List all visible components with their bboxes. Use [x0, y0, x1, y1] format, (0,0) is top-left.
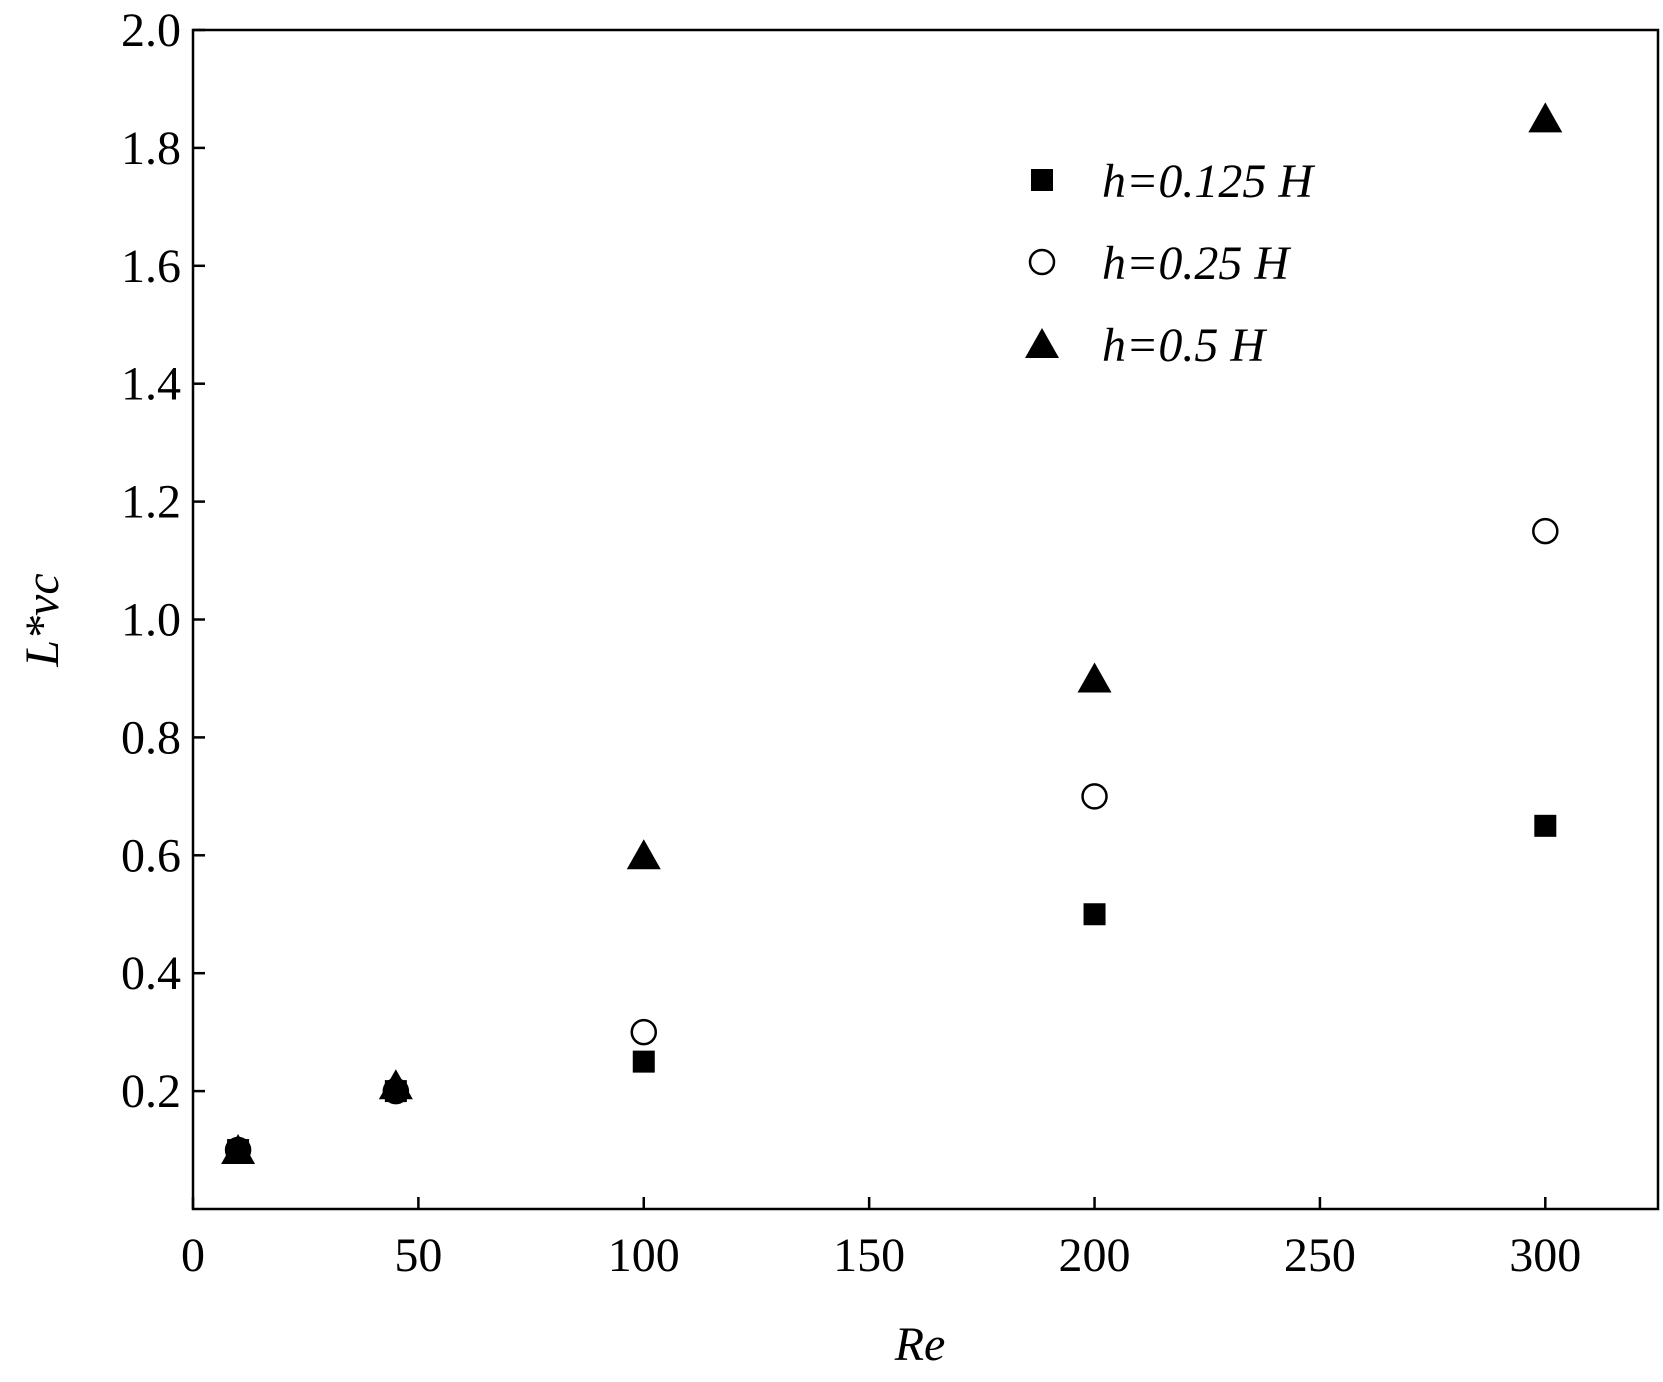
marker-triangle	[626, 839, 661, 870]
legend-label: h=0.125 H	[1102, 155, 1315, 208]
marker-square	[1534, 814, 1557, 837]
marker-circle	[630, 1018, 658, 1046]
legend-marker	[1031, 169, 1053, 191]
legend-label: h=0.25 H	[1102, 237, 1291, 290]
marker-circle	[1081, 783, 1108, 810]
x-axis-label: Re	[894, 1318, 946, 1371]
x-tick-label: 150	[833, 1229, 905, 1282]
marker-triangle	[1077, 662, 1112, 693]
legend-marker	[1028, 248, 1056, 276]
y-tick-label: 1.4	[121, 358, 181, 411]
y-tick-label: 0.4	[121, 947, 181, 1000]
x-tick-label: 200	[1059, 1229, 1131, 1282]
legend-marker	[1025, 328, 1059, 358]
y-tick-label: 1.2	[121, 476, 181, 529]
y-tick-label: 2.0	[121, 4, 181, 57]
y-tick-label: 0.6	[121, 829, 181, 882]
marker-triangle	[221, 1134, 256, 1165]
plot-frame	[191, 28, 1660, 1211]
marker-triangle	[378, 1069, 413, 1100]
y-tick-label: 1.8	[121, 122, 181, 175]
y-tick-label: 0.8	[121, 711, 181, 764]
y-axis-label: L*vc	[16, 573, 69, 667]
x-tick-label: 50	[394, 1229, 442, 1282]
x-tick-label: 300	[1509, 1229, 1581, 1282]
x-tick-label: 250	[1284, 1229, 1356, 1282]
x-tick-label: 100	[608, 1229, 680, 1282]
y-tick-label: 1.6	[121, 240, 181, 293]
marker-square	[632, 1050, 655, 1073]
y-tick-label: 0.2	[121, 1065, 181, 1118]
y-tick-label: 1.0	[121, 594, 181, 647]
marker-square	[1083, 903, 1106, 926]
marker-circle	[1532, 517, 1559, 545]
x-tick-label: 0	[181, 1229, 205, 1282]
marker-triangle	[1528, 102, 1563, 133]
legend-label: h=0.5 H	[1102, 319, 1267, 372]
